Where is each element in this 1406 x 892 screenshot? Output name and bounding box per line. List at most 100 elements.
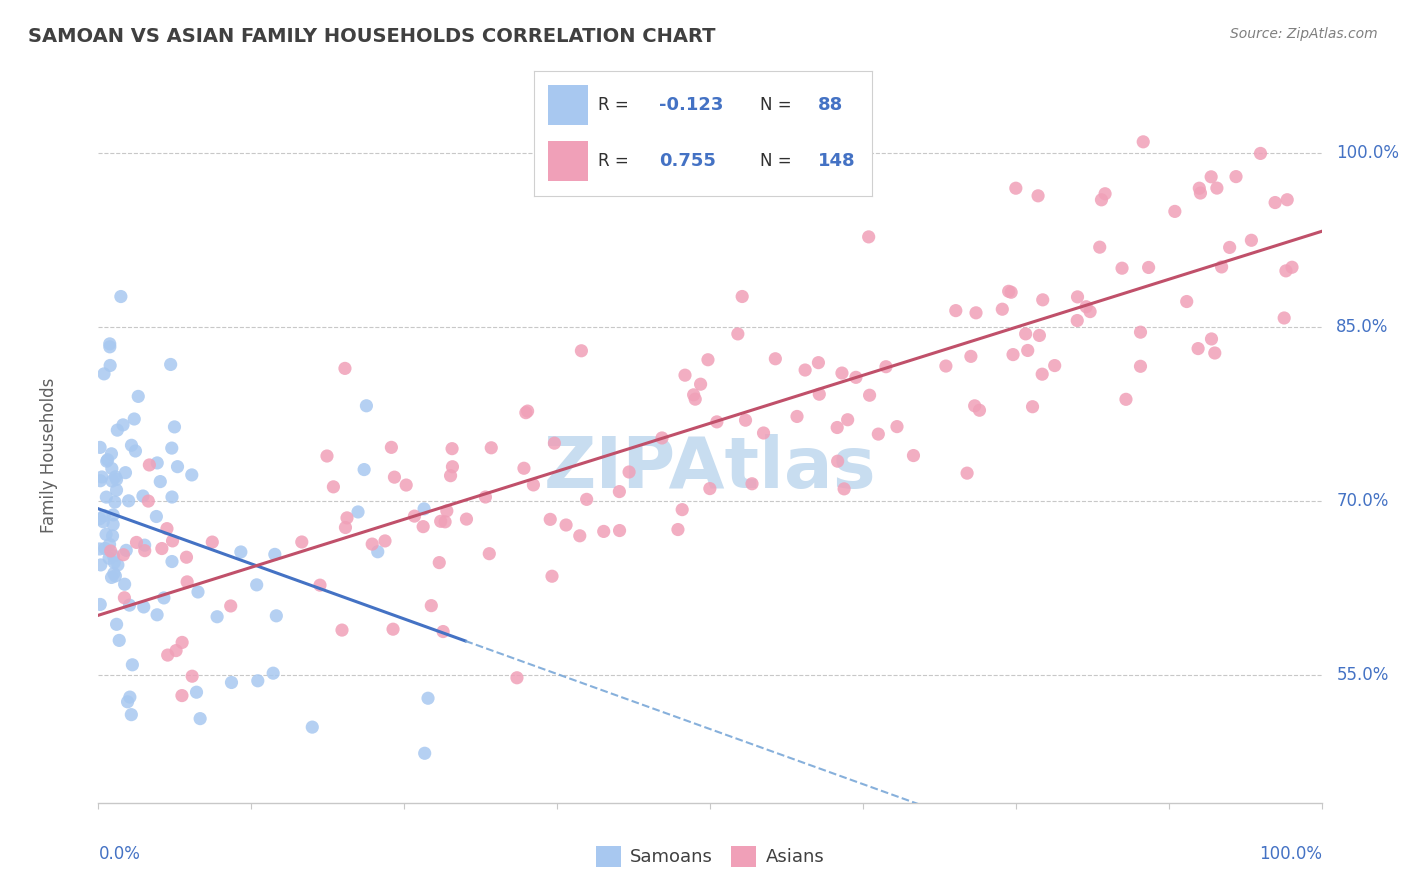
Point <box>89 541 111 556</box>
Point <box>98 537 121 551</box>
Point <box>1225 169 1247 184</box>
Point <box>90 470 112 484</box>
Point <box>330 623 353 637</box>
Point <box>474 490 496 504</box>
Point <box>136 494 159 508</box>
Point <box>832 482 855 496</box>
Point <box>124 444 146 458</box>
Point <box>180 467 202 482</box>
Point <box>1189 186 1212 200</box>
Point <box>166 459 188 474</box>
Text: 0.755: 0.755 <box>659 153 716 170</box>
Point <box>1090 193 1112 207</box>
Point <box>555 518 578 533</box>
Point <box>181 669 204 683</box>
Point <box>90 558 112 572</box>
Point <box>671 502 693 516</box>
Point <box>506 671 529 685</box>
Point <box>188 712 211 726</box>
Point <box>187 585 209 599</box>
Text: SAMOAN VS ASIAN FAMILY HOUSEHOLDS CORRELATION CHART: SAMOAN VS ASIAN FAMILY HOUSEHOLDS CORREL… <box>28 27 716 45</box>
Point <box>105 483 128 497</box>
Legend: Samoans, Asians: Samoans, Asians <box>589 838 831 874</box>
Point <box>395 478 418 492</box>
Text: R =: R = <box>599 96 634 114</box>
Point <box>1111 261 1133 276</box>
Point <box>132 489 155 503</box>
Point <box>416 691 439 706</box>
Point <box>1043 359 1066 373</box>
Point <box>156 522 179 536</box>
Point <box>121 438 143 452</box>
Point <box>122 412 145 426</box>
Point <box>114 577 136 591</box>
Point <box>697 352 720 367</box>
Point <box>162 533 184 548</box>
Point <box>96 454 118 468</box>
Point <box>752 425 775 440</box>
Text: 100.0%: 100.0% <box>1336 145 1399 162</box>
Point <box>420 599 443 613</box>
Point <box>875 359 897 374</box>
Point <box>98 551 121 566</box>
Point <box>105 617 128 632</box>
Point <box>91 515 114 529</box>
Point <box>94 541 117 556</box>
Point <box>673 368 696 383</box>
Point <box>960 350 983 364</box>
Point <box>1275 264 1298 278</box>
Point <box>991 302 1014 317</box>
Point <box>412 519 434 533</box>
Point <box>413 501 436 516</box>
Point <box>112 591 135 605</box>
Point <box>858 230 880 244</box>
Point <box>156 648 179 662</box>
Point <box>89 512 111 526</box>
Point <box>97 452 120 467</box>
Point <box>146 607 169 622</box>
Point <box>858 388 880 402</box>
Point <box>1076 300 1098 314</box>
Point <box>89 441 111 455</box>
Point <box>1094 186 1116 201</box>
Point <box>706 415 728 429</box>
Point <box>146 456 169 470</box>
Point <box>176 574 198 589</box>
Text: Source: ZipAtlas.com: Source: ZipAtlas.com <box>1230 27 1378 41</box>
Text: 100.0%: 100.0% <box>1258 845 1322 863</box>
Point <box>110 289 132 303</box>
Point <box>1129 325 1152 339</box>
Point <box>335 520 357 534</box>
Point <box>98 359 121 373</box>
Point <box>651 431 673 445</box>
Point <box>1277 193 1299 207</box>
Point <box>125 535 148 549</box>
Point <box>145 509 167 524</box>
Point <box>808 387 831 401</box>
Point <box>93 508 115 523</box>
Point <box>322 480 344 494</box>
Point <box>165 643 187 657</box>
Point <box>94 527 117 541</box>
Point <box>262 666 284 681</box>
Point <box>176 550 198 565</box>
Point <box>160 490 183 504</box>
Point <box>291 535 314 549</box>
Point <box>266 608 288 623</box>
Point <box>827 454 849 468</box>
Point <box>1017 343 1039 358</box>
Point <box>1188 181 1211 195</box>
Point <box>432 624 454 639</box>
Point <box>160 555 183 569</box>
Point <box>1240 233 1263 247</box>
Text: 0.0%: 0.0% <box>98 845 141 863</box>
Point <box>1032 293 1054 307</box>
Point <box>1078 304 1101 318</box>
Point <box>1129 359 1152 374</box>
Point <box>1219 240 1241 254</box>
Point <box>134 538 156 552</box>
Text: 55.0%: 55.0% <box>1336 666 1389 684</box>
Point <box>479 441 502 455</box>
Point <box>98 340 121 354</box>
Point <box>246 673 269 688</box>
